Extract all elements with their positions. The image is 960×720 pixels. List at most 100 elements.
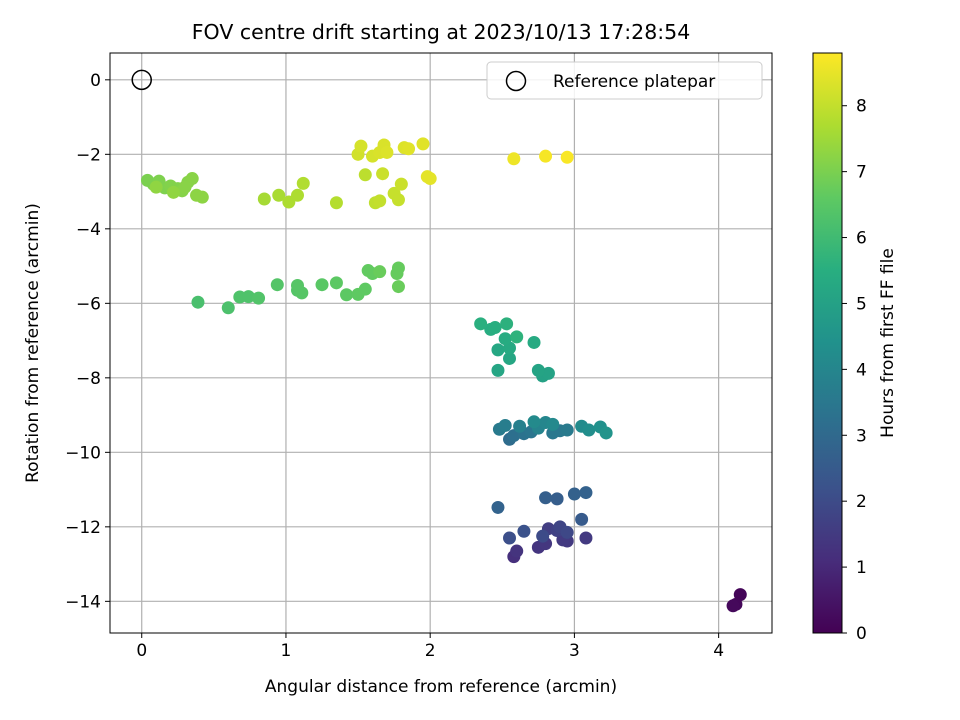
- data-point: [498, 332, 512, 346]
- data-point: [272, 188, 286, 202]
- data-point: [416, 137, 430, 151]
- data-point: [241, 290, 255, 304]
- data-point: [507, 429, 521, 443]
- colorbar-tick-label: 5: [856, 294, 867, 314]
- data-points: [140, 137, 747, 613]
- data-point: [531, 363, 545, 377]
- data-point: [195, 190, 209, 204]
- colorbar: 0 1 2 3 4 5 6 7 8 Hours from first FF file: [812, 52, 898, 644]
- colorbar-tick-label: 1: [856, 558, 867, 578]
- colorbar-tick-label: 6: [856, 229, 867, 249]
- x-tick-label: 3: [569, 641, 580, 661]
- data-point: [507, 152, 521, 166]
- data-point: [491, 500, 505, 514]
- data-point: [539, 149, 553, 163]
- data-point: [575, 512, 589, 526]
- data-point: [579, 531, 593, 545]
- data-point: [733, 588, 747, 602]
- y-tick-label: −6: [76, 294, 101, 314]
- data-point: [394, 177, 408, 191]
- data-point: [560, 150, 574, 164]
- data-point: [296, 176, 310, 190]
- data-point: [354, 139, 368, 153]
- data-point: [315, 278, 329, 292]
- data-point: [546, 417, 560, 431]
- x-tick-label: 2: [425, 641, 436, 661]
- data-point: [560, 525, 574, 539]
- data-point: [380, 145, 394, 159]
- data-point: [527, 335, 541, 349]
- data-point: [358, 168, 372, 182]
- colorbar-tick-label: 2: [856, 492, 867, 512]
- colorbar-tick-label: 7: [856, 163, 867, 183]
- data-point: [178, 180, 192, 194]
- data-point: [270, 278, 284, 292]
- data-point: [510, 330, 524, 344]
- data-point: [474, 317, 488, 331]
- data-point: [329, 196, 343, 210]
- x-axis-ticks: 0 1 2 3 4: [136, 633, 724, 661]
- y-tick-label: −2: [76, 145, 101, 165]
- data-point: [527, 415, 541, 429]
- data-point: [567, 487, 581, 501]
- x-axis-label: Angular distance from reference (arcmin): [265, 677, 617, 697]
- colorbar-tick-label: 8: [856, 97, 867, 117]
- data-point: [517, 524, 531, 538]
- reference-platepar-point: [131, 69, 152, 91]
- data-point: [500, 317, 514, 331]
- data-point: [510, 544, 524, 558]
- data-point: [290, 188, 304, 202]
- data-point: [513, 419, 527, 433]
- colorbar-tick-label: 4: [856, 360, 867, 380]
- data-point: [290, 278, 304, 292]
- legend: Reference platepar: [486, 61, 763, 100]
- colorbar-tick-label: 0: [856, 624, 867, 644]
- colorbar-label: Hours from first FF file: [878, 248, 898, 438]
- data-point: [376, 167, 390, 181]
- data-point: [252, 291, 266, 305]
- colorbar-gradient: [812, 52, 843, 634]
- data-point: [373, 265, 387, 279]
- x-tick-label: 1: [281, 641, 292, 661]
- y-axis-ticks: 0 −2 −4 −6 −8 −10 −12 −14: [65, 71, 110, 612]
- legend-marker: [505, 70, 527, 92]
- y-tick-label: −8: [76, 369, 101, 389]
- data-point: [536, 529, 550, 543]
- data-point: [726, 599, 740, 613]
- data-point: [488, 321, 502, 335]
- y-tick-label: −4: [76, 220, 101, 240]
- data-point: [358, 282, 372, 296]
- data-point: [329, 276, 343, 290]
- data-point: [166, 185, 180, 199]
- chart-title: FOV centre drift starting at 2023/10/13 …: [192, 20, 691, 44]
- data-point: [599, 426, 613, 440]
- data-point: [340, 288, 354, 302]
- data-point: [149, 180, 163, 194]
- plot-frame: [109, 52, 773, 634]
- y-tick-label: −12: [65, 518, 101, 538]
- y-tick-label: −14: [65, 592, 101, 612]
- x-tick-label: 0: [136, 641, 147, 661]
- data-point: [373, 194, 387, 208]
- data-point: [582, 423, 596, 437]
- x-tick-label: 4: [713, 641, 724, 661]
- data-point: [221, 301, 235, 315]
- y-axis-label: Rotation from reference (arcmin): [23, 203, 43, 483]
- data-point: [402, 142, 416, 156]
- colorbar-tick-label: 3: [856, 426, 867, 446]
- data-point: [491, 343, 505, 357]
- data-point: [423, 172, 437, 186]
- legend-box: [486, 61, 763, 100]
- legend-entry: Reference platepar: [553, 72, 715, 92]
- data-point: [550, 492, 564, 506]
- data-point: [579, 486, 593, 500]
- grid-lines: [110, 53, 772, 633]
- data-point: [541, 366, 555, 380]
- data-point: [185, 172, 199, 186]
- data-point: [257, 192, 271, 206]
- data-point: [391, 280, 405, 294]
- data-point: [503, 531, 517, 545]
- data-point: [491, 363, 505, 377]
- data-point: [391, 261, 405, 275]
